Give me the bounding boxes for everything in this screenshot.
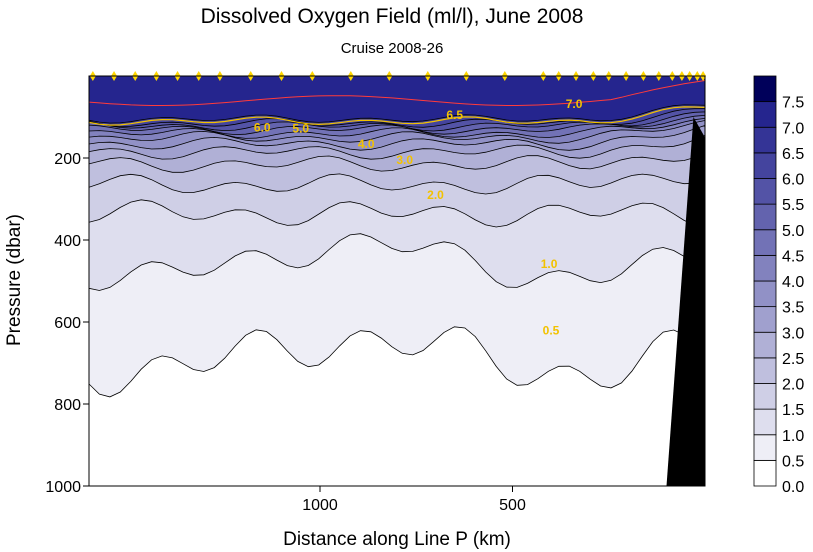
colorbar-tick-label: 6.5 [782, 146, 804, 163]
colorbar-cell [753, 254, 777, 282]
colorbar-cell [753, 434, 777, 461]
colorbar-tick-label: 1.0 [782, 428, 804, 445]
colorbar-tick-label: 7.5 [782, 95, 804, 112]
contour-band-0-5 [89, 326, 705, 486]
colorbar-cell [753, 331, 777, 359]
colorbar-cell [753, 178, 777, 205]
y-tick-label: 600 [54, 315, 81, 332]
colorbar-tick-label: 4.0 [782, 274, 804, 291]
colorbar: 0.0 0.5 1.0 1.5 2.0 2.5 3.0 3.5 4.0 4.5 5.0 5.5 6.0 6… [753, 75, 804, 496]
colorbar-cell [753, 75, 777, 103]
plot-frame [88, 75, 706, 487]
x-tick-label: 500 [499, 497, 526, 514]
contour-label-6-5: 6.5 [446, 108, 463, 122]
colorbar-cell [753, 459, 777, 487]
colorbar-cell [753, 357, 777, 384]
colorbar-tick-label: 4.5 [782, 248, 804, 265]
colorbar-tick-label: 6.0 [782, 172, 804, 189]
colorbar-tick-label: 1.5 [782, 402, 804, 419]
contour-label-1-0: 1.0 [541, 257, 558, 271]
colorbar-tick-label: 3.5 [782, 300, 804, 317]
y-tick-label: 800 [54, 397, 81, 414]
contour-label-4-0: 4.0 [358, 137, 375, 151]
colorbar-tick-label: 5.5 [782, 197, 804, 214]
colorbar-tick-label: 0.0 [782, 479, 804, 496]
y-tick-label: 1000 [45, 479, 81, 496]
colorbar-cell [753, 383, 777, 410]
x-axis-label: Distance along Line P (km) [283, 529, 511, 550]
seafloor-topography [666, 117, 705, 486]
colorbar-tick-label: 7.0 [782, 120, 804, 137]
y-tick-label: 200 [54, 151, 81, 168]
colorbar-cell [753, 203, 777, 231]
contour-label-7-0: 7.0 [566, 97, 583, 111]
contour-7-0-line [89, 80, 705, 106]
contour-label-0-5: 0.5 [543, 323, 560, 337]
y-tick-label: 400 [54, 233, 81, 250]
chart-subtitle: Cruise 2008-26 [341, 40, 444, 57]
contour-label-3-0: 3.0 [396, 153, 413, 167]
colorbar-cell [753, 101, 777, 128]
colorbar-cell [753, 306, 777, 333]
colorbar-cell [753, 152, 777, 179]
colorbar-cell [753, 229, 777, 256]
colorbar-tick-label: 0.5 [782, 453, 804, 470]
colorbar-tick-label: 2.5 [782, 351, 804, 368]
colorbar-tick-label: 2.0 [782, 377, 804, 394]
colorbar-cell [753, 280, 777, 308]
colorbar-tick-label: 3.0 [782, 325, 804, 342]
contour-label-5-0: 5.0 [292, 122, 309, 136]
x-tick-label: 1000 [302, 497, 338, 514]
contour-6-0-line [89, 106, 705, 126]
colorbar-tick-label: 5.0 [782, 223, 804, 240]
axes: 1000 500 200 400 600 800 1000 [45, 75, 706, 514]
colorbar-cell [753, 408, 777, 436]
colorbar-cell [753, 126, 777, 154]
contour-label-2-0: 2.0 [427, 188, 444, 202]
plot-area: 6.0 5.0 6.5 7.0 4.0 3.0 2.0 1.0 0.5 [89, 71, 707, 486]
contour-label-6-0: 6.0 [254, 120, 271, 134]
chart-title: Dissolved Oxygen Field (ml/l), June 2008 [201, 5, 584, 28]
y-axis-label: Pressure (dbar) [4, 214, 25, 346]
